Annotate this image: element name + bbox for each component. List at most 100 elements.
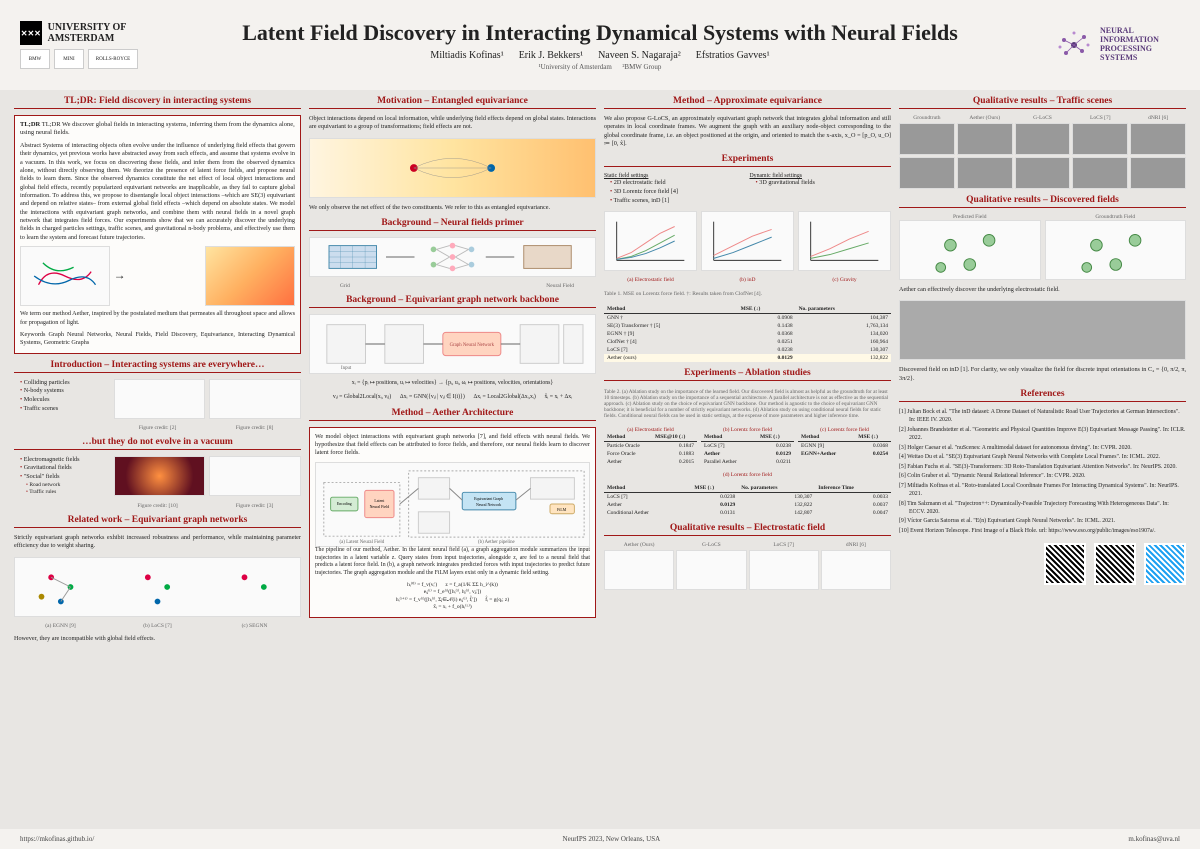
tr-fig <box>1072 157 1128 189</box>
footer: https://mkofinas.github.io/ NeurIPS 2023… <box>0 829 1200 849</box>
th: No. parameters <box>796 305 891 314</box>
td: Conditional Aether <box>604 509 691 517</box>
table-2d: MethodMSE (↓)No. parametersInference Tim… <box>604 484 891 517</box>
exp-chart-b <box>701 211 794 271</box>
ref-item: [2] Johannes Brandstetter et al. "Geomet… <box>899 426 1186 442</box>
footer-email: m.kofinas@uva.nl <box>1128 835 1180 843</box>
tldr-figure-trajectories <box>20 246 110 306</box>
th: No. parameters <box>738 484 815 493</box>
arch-text: We model object interactions with equiva… <box>315 433 590 458</box>
references: [1] Julian Bock et al. "The inD dataset:… <box>899 408 1186 537</box>
t2d-h: (d) Lorentz force field <box>604 472 891 478</box>
authors: Miltiadis Kofinas¹ Erik J. Bekkers¹ Nave… <box>180 50 1020 61</box>
related-fig <box>14 557 301 617</box>
tr-fig <box>1130 157 1186 189</box>
bg-title: Background – Equivariant graph network b… <box>309 295 596 308</box>
logo-right-block: NEURAL INFORMATION PROCESSING SYSTEMS <box>1020 25 1180 65</box>
list-item: Gravitational fields <box>20 464 110 473</box>
svg-text:Graph Neural Network: Graph Neural Network <box>450 343 495 348</box>
ref-item: [5] Fabian Fuchs et al. "SE(3)-Transform… <box>899 463 1186 471</box>
td: 0.0908 <box>738 314 796 323</box>
td: LoCS [7] <box>701 442 757 451</box>
neurips-logo: NEURAL INFORMATION PROCESSING SYSTEMS <box>1054 25 1180 65</box>
chart-label: (b) inD <box>701 277 794 283</box>
td: 142,807 <box>738 509 815 517</box>
t1-caption: Table 1. MSE on Lorentz force field. †: … <box>604 291 891 297</box>
td: Aether <box>701 450 757 458</box>
vacuum-title: …but they do not evolve in a vacuum <box>14 437 301 450</box>
td: 0.0254 <box>855 450 891 458</box>
td: 0.2015 <box>652 458 697 466</box>
td: 0.1438 <box>738 322 796 330</box>
vacuum-list: Electromagnetic fields Gravitational fie… <box>14 456 110 497</box>
th: Method <box>604 484 691 493</box>
chart-label: (a) Electrostatic field <box>604 277 697 283</box>
related-footer: However, they are incompatible with glob… <box>14 635 301 643</box>
td: GNN † <box>604 314 738 323</box>
fig-credit: Figure credit: [8] <box>208 425 301 431</box>
nf-label-grid: Grid <box>309 283 381 289</box>
th: MSE (↓) <box>738 305 796 314</box>
fig-credit: Figure credit: [3] <box>208 503 301 509</box>
intro-fig-2 <box>209 379 301 419</box>
nf-figure <box>309 237 596 277</box>
column-3: Method – Approximate equivariance We als… <box>604 96 891 823</box>
tr-label: G-LoCS <box>1015 115 1071 121</box>
refs-title: References <box>899 389 1186 402</box>
sponsor-bmw: BMW <box>20 49 50 69</box>
motiv-figure <box>309 138 596 198</box>
arch-caption: The pipeline of our method, Aether. In t… <box>315 547 590 578</box>
tr-fig <box>899 157 955 189</box>
tr-fig <box>1015 123 1071 155</box>
td: Parallel Aether <box>701 458 757 466</box>
neurips-text: NEURAL INFORMATION PROCESSING SYSTEMS <box>1100 27 1180 62</box>
keywords: Keywords Graph Neural Networks, Neural F… <box>20 331 295 348</box>
sponsor-row: BMW MINI ROLLS-ROYCE <box>20 49 180 69</box>
exp-chart-a <box>604 211 697 271</box>
title-block: Latent Field Discovery in Interacting Dy… <box>180 20 1020 71</box>
motiv-title: Motivation – Entangled equivariance <box>309 96 596 109</box>
td: 132,822 <box>738 501 815 509</box>
tr-fig <box>1072 123 1128 155</box>
vacuum-fig-2 <box>209 456 301 496</box>
td: EGNN+Aether <box>798 450 855 458</box>
td: 0.0129 <box>691 501 738 509</box>
td: 1,763,134 <box>796 322 891 330</box>
td: Force Oracle <box>604 450 652 458</box>
exp-chart-c <box>798 211 891 271</box>
arch-eqs: hᵢ⁽⁰⁾ = f_v(vᵢ') z = f_a(1/K ΣΣ h_i^(k))… <box>315 582 590 612</box>
sponsor-rr: ROLLS-ROYCE <box>88 49 138 69</box>
tr-fig <box>957 157 1013 189</box>
disc-cap2: Discovered field on inD [1]. For clarity… <box>899 366 1186 383</box>
ref-item: [1] Julian Bock et al. "The inD dataset:… <box>899 408 1186 424</box>
bg-eq2: vᵢⱼ = Global2Local(xᵢ, vᵢⱼ) Δxᵢ = GNN({v… <box>309 394 596 402</box>
disc-cap1: Aether can effectively discover the unde… <box>899 286 1186 294</box>
tr-fig <box>899 123 955 155</box>
list-item: Traffic scenes, inD [1] <box>610 197 746 206</box>
list-item: 3D gravitational fields <box>756 179 892 188</box>
td: 0.0368 <box>855 442 891 451</box>
qual-label: dNRI [6] <box>821 542 891 548</box>
svg-text:(b) Aether pipeline: (b) Aether pipeline <box>478 540 515 545</box>
table-2c: MethodMSE (↓) EGNN [9]0.0368 EGNN+Aether… <box>798 433 891 458</box>
ref-item: [3] Holger Caesar et al. "nuScenes: A mu… <box>899 444 1186 452</box>
column-4: Qualitative results – Traffic scenes Gro… <box>899 96 1186 823</box>
tr-label: Groundtruth <box>899 115 955 121</box>
td: Aether <box>604 458 652 466</box>
exp-settings: Static field settings 2D electrostatic f… <box>604 173 891 205</box>
td: 0.0129 <box>757 450 794 458</box>
qual-fig <box>676 550 746 590</box>
arch-box: We model object interactions with equiva… <box>309 427 596 618</box>
td: 130,307 <box>796 346 891 354</box>
content-grid: TL;DR: Field discovery in interacting sy… <box>0 90 1200 829</box>
disc-title: Qualitative results – Discovered fields <box>899 195 1186 208</box>
arch-figure: EncodingLatentNeural Field(a) Latent Neu… <box>315 462 590 547</box>
list-item: Electromagnetic fields <box>20 456 110 465</box>
td: 0.0033 <box>815 493 891 502</box>
ref-item: [8] Tim Salzmann et al. "Trajectron++: D… <box>899 500 1186 516</box>
footer-venue: NeurIPS 2023, New Orleans, USA <box>563 835 661 843</box>
td: 0.0131 <box>691 509 738 517</box>
tr-label: dNRI [6] <box>1130 115 1186 121</box>
tr-label: LoCS [7] <box>1072 115 1128 121</box>
header: ✕✕✕ UNIVERSITY OF AMSTERDAM BMW MINI ROL… <box>0 0 1200 90</box>
